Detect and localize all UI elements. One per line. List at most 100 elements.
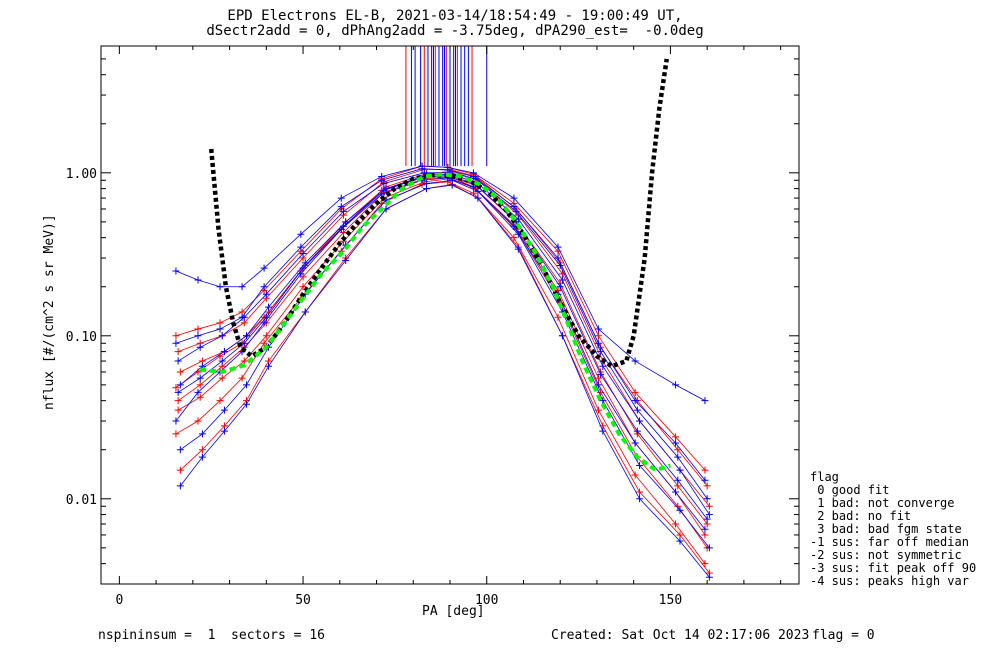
data-point-marker [631, 388, 639, 396]
data-point-marker [558, 276, 566, 284]
footer-flag: flag = 0 [812, 628, 875, 643]
data-point-marker [701, 397, 709, 405]
data-point-marker [631, 471, 639, 479]
data-point-marker [636, 462, 644, 470]
data-point-marker [594, 339, 602, 347]
data-point-marker [260, 264, 268, 272]
data-point-marker [514, 245, 522, 253]
legend-line-5: -2 sus: not symmetric [810, 548, 962, 562]
series-line [177, 178, 708, 549]
data-point-marker [172, 430, 180, 438]
legend-line-4: -1 sus: far off median [810, 535, 969, 549]
y-tick-label: 1.00 [66, 167, 97, 182]
series-line [180, 171, 710, 507]
data-point-marker [554, 313, 562, 321]
data-point-marker [701, 476, 709, 484]
data-point-marker [260, 339, 268, 347]
legend-line-7: -4 sus: peaks high var [810, 574, 969, 588]
data-point-marker [422, 185, 430, 193]
data-point-marker [299, 264, 307, 272]
data-point-marker [174, 357, 182, 365]
data-point-marker [705, 544, 713, 552]
data-point-marker [242, 381, 250, 389]
data-point-marker [672, 381, 680, 389]
data-point-marker [262, 313, 270, 321]
footer-nspininsum: nspininsum = 1 sectors = 16 [98, 628, 325, 643]
data-point-marker [238, 313, 246, 321]
series-layer [172, 46, 713, 581]
data-point-marker [339, 207, 347, 215]
chart-title-line1: EPD Electrons EL-B, 2021-03-14/18:54:49 … [227, 8, 683, 24]
data-point-marker [510, 194, 518, 202]
data-point-marker [599, 362, 607, 370]
legend-line-0: 0 good fit [810, 483, 890, 497]
series-line [175, 165, 706, 402]
y-tick-label: 0.10 [66, 330, 97, 345]
legend-line-1: 1 bad: not converge [810, 496, 955, 510]
data-point-marker [194, 276, 202, 284]
data-point-marker [676, 466, 684, 474]
data-point-marker [262, 290, 270, 298]
footer-created: Created: Sat Oct 14 02:17:06 2023 [551, 628, 810, 643]
data-point-marker [631, 439, 639, 447]
legend-line-6: -3 sus: fit peak off 90 [810, 561, 977, 575]
data-point-marker [594, 332, 602, 340]
data-point-marker [342, 256, 350, 264]
data-point-marker [174, 397, 182, 405]
data-point-marker [216, 325, 224, 333]
data-point-marker [337, 203, 345, 211]
data-point-marker [198, 430, 206, 438]
data-point-marker [631, 357, 639, 365]
data-point-marker [705, 502, 713, 510]
data-point-marker [176, 368, 184, 376]
data-point-marker [676, 506, 684, 514]
axis-layer: 0 50 100 150 0.01 0.10 1.00 [66, 45, 799, 608]
data-point-marker [297, 230, 305, 238]
data-point-marker [474, 187, 482, 195]
data-point-marker [265, 362, 273, 370]
data-point-marker [703, 495, 711, 503]
data-point-marker [558, 270, 566, 278]
series-line [180, 179, 710, 549]
data-point-marker [220, 427, 228, 435]
data-point-marker [672, 488, 680, 496]
x-tick-label: 100 [475, 593, 498, 608]
series-line [175, 181, 706, 564]
data-point-marker [176, 466, 184, 474]
data-point-marker [220, 406, 228, 414]
data-point-marker [238, 374, 246, 382]
data-point-marker [198, 446, 206, 454]
data-point-marker [448, 181, 456, 189]
data-point-marker [631, 397, 639, 405]
data-point-marker [262, 332, 270, 340]
series-line [177, 172, 708, 500]
data-point-marker [705, 511, 713, 519]
data-point-marker [676, 537, 684, 545]
data-point-marker [240, 357, 248, 365]
data-point-marker [703, 515, 711, 523]
data-point-marker [554, 254, 562, 262]
data-point-marker [240, 339, 248, 347]
data-point-marker [674, 502, 682, 510]
data-point-marker [176, 446, 184, 454]
y-axis-label: nflux [#/(cm^2 s sr MeV)] [42, 214, 57, 410]
data-point-marker [474, 194, 482, 202]
data-point-marker [599, 427, 607, 435]
data-point-marker [701, 466, 709, 474]
data-point-marker [470, 169, 478, 177]
data-point-marker [676, 531, 684, 539]
data-point-marker [216, 283, 224, 291]
data-point-marker [597, 370, 605, 378]
data-point-marker [672, 433, 680, 441]
data-point-marker [594, 325, 602, 333]
data-point-marker [633, 427, 641, 435]
data-point-marker [216, 319, 224, 327]
data-point-marker [672, 439, 680, 447]
data-point-marker [218, 332, 226, 340]
data-point-marker [558, 332, 566, 340]
data-point-marker [636, 495, 644, 503]
chart-title-line2: dSectr2add = 0, dPhAng2add = -3.75deg, d… [206, 23, 704, 39]
series-line [177, 175, 708, 520]
data-point-marker [636, 488, 644, 496]
